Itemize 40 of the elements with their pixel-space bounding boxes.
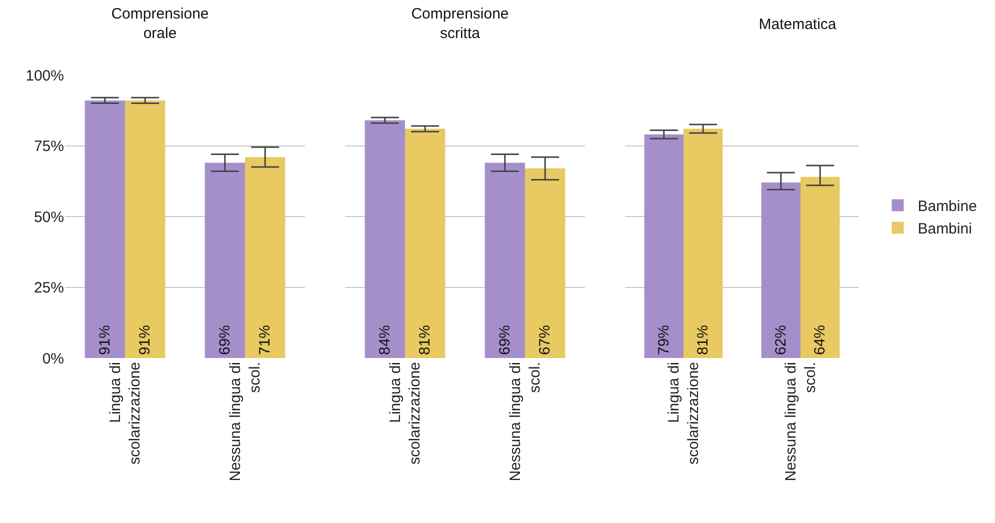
- x-tick-label: Lingua di scolarizzazione: [666, 362, 702, 465]
- bar: [525, 168, 566, 358]
- data-label: 91%: [96, 324, 114, 355]
- bar: [684, 128, 723, 358]
- bar: [364, 120, 405, 358]
- legend-label: Bambine: [918, 198, 977, 216]
- y-tick-label: 50%: [34, 208, 64, 226]
- data-label: 67%: [536, 324, 554, 355]
- data-label: 69%: [496, 324, 514, 355]
- data-label: 81%: [416, 324, 434, 355]
- bar: [405, 128, 446, 358]
- data-label: 71%: [256, 324, 274, 355]
- x-tick-label: Lingua di scolarizzazione: [387, 362, 424, 465]
- chart-title: Matematica: [758, 16, 837, 33]
- data-label: 69%: [216, 324, 234, 355]
- bar: [484, 162, 525, 358]
- data-label: 79%: [655, 324, 672, 355]
- chart-title: Comprensione scritta: [411, 5, 509, 42]
- x-tick-label: Nessuna lingua di scol.: [227, 362, 264, 482]
- bar: [800, 176, 840, 358]
- y-tick-label: 75%: [34, 138, 64, 155]
- data-label: 84%: [376, 324, 394, 355]
- legend-label: Bambini: [918, 220, 972, 238]
- bar: [644, 134, 684, 358]
- data-label: 62%: [772, 324, 790, 355]
- x-tick-label: Nessuna lingua di scol.: [782, 362, 820, 482]
- bar: [761, 182, 800, 358]
- x-tick-label: Nessuna lingua di scol.: [507, 362, 544, 482]
- bar: [125, 100, 166, 358]
- y-tick-label: 100%: [26, 67, 64, 84]
- bar: [84, 100, 125, 358]
- y-tick-label: 25%: [34, 280, 64, 296]
- bar: [204, 162, 245, 358]
- chart-title: Comprensione orale: [111, 5, 209, 42]
- data-label: 91%: [136, 324, 154, 355]
- y-tick-label: 0%: [42, 350, 64, 368]
- data-label: 81%: [694, 324, 712, 355]
- bar: [245, 157, 286, 358]
- data-label: 64%: [812, 324, 829, 355]
- x-tick-label: Lingua di scolarizzazione: [107, 362, 144, 465]
